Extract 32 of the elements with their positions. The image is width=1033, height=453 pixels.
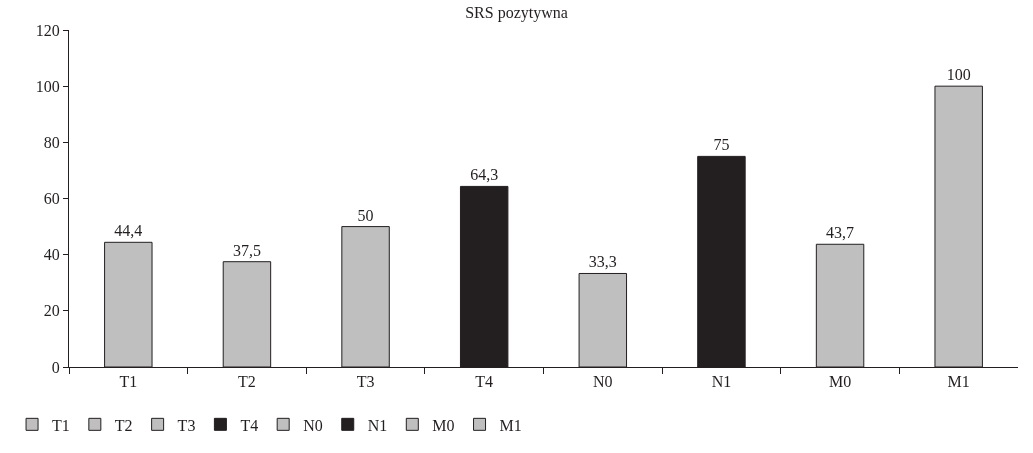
data-label: 43,7 (826, 224, 855, 242)
x-tick-label: T2 (238, 373, 256, 391)
x-tick-label: M0 (828, 373, 852, 391)
data-label: 50 (357, 206, 374, 224)
legend-label: T1 (52, 416, 70, 434)
legend-label: N1 (367, 416, 388, 434)
x-tick-label: T4 (475, 373, 494, 391)
y-tick-label: 0 (51, 358, 60, 376)
legend-label: N0 (303, 416, 323, 434)
y-tick-label: 40 (43, 246, 60, 264)
x-tick-label: N1 (711, 373, 732, 391)
x-tick-label: T1 (119, 373, 138, 391)
y-tick-label: 20 (43, 302, 60, 320)
legend-label: M1 (499, 416, 522, 434)
legend-label: T2 (114, 416, 133, 434)
data-label: 64,3 (470, 166, 499, 184)
data-label: 100 (946, 66, 971, 84)
legend-label: M0 (432, 416, 455, 434)
y-tick-label: 80 (43, 133, 60, 151)
x-tick-label: T3 (356, 373, 375, 391)
legend-label: T4 (240, 416, 259, 434)
x-tick-label: N0 (593, 373, 613, 391)
data-label: 75 (713, 136, 730, 154)
y-tick-label: 60 (43, 190, 60, 208)
chart-title: SRS pozytywna (465, 3, 568, 22)
data-label: 44,4 (114, 222, 143, 240)
y-tick-label: 120 (35, 21, 60, 39)
data-label: 33,3 (588, 253, 617, 271)
data-label: 37,5 (232, 241, 261, 259)
legend-label: T3 (177, 416, 196, 434)
y-tick-label: 100 (35, 77, 60, 95)
x-tick-label: M1 (947, 373, 970, 391)
